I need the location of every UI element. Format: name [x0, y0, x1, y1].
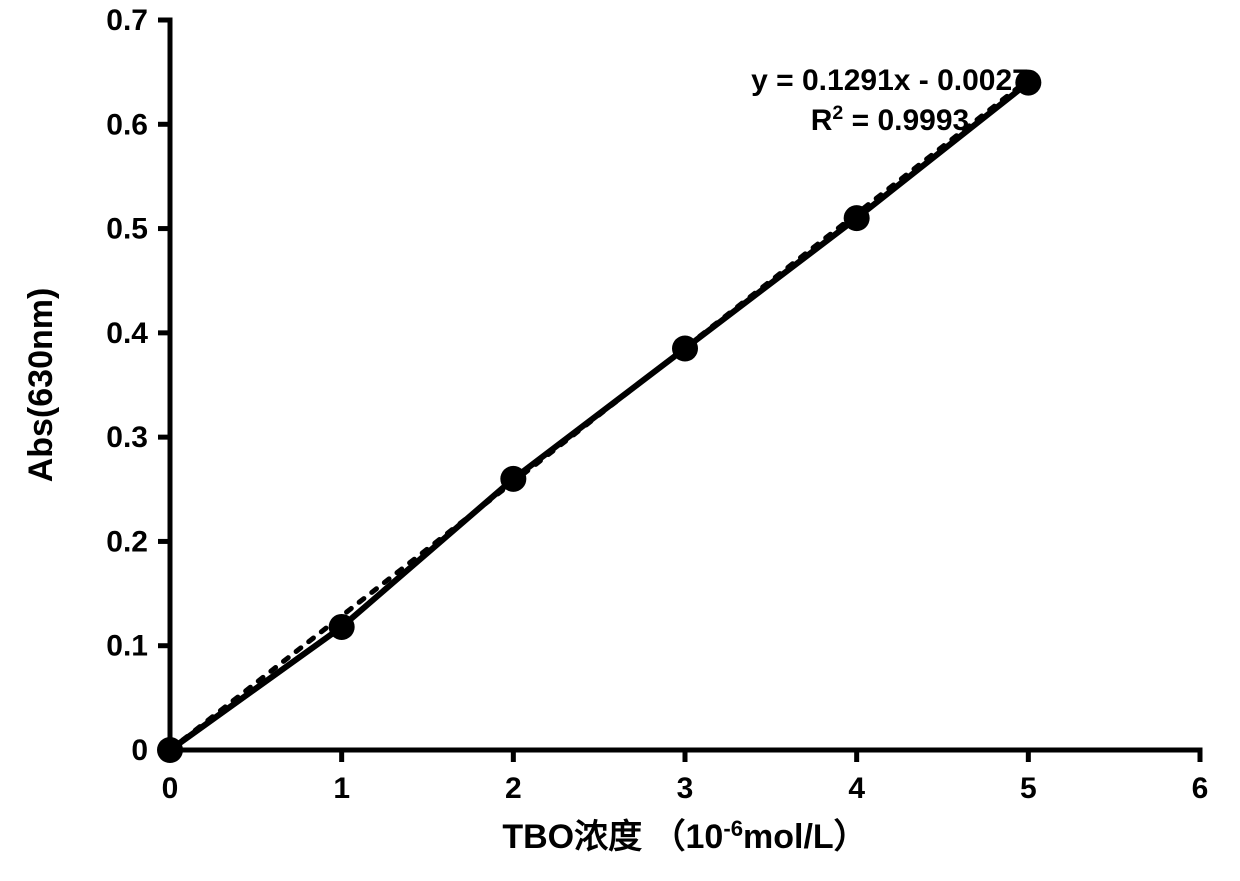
- y-tick-label: 0.3: [106, 421, 148, 454]
- y-tick-label: 0.2: [106, 525, 148, 558]
- y-tick-label: 0.4: [106, 317, 148, 350]
- calibration-chart: 0 1 2 3 4 5 6 0 0.1 0.2 0.3 0.4 0.5 0.6 0.7 TBO浓度 （10-6…: [0, 0, 1240, 881]
- data-marker: [157, 737, 183, 763]
- y-axis-label: Abs(630nm): [22, 288, 60, 483]
- x-tick-label: 5: [1020, 772, 1037, 805]
- chart-container: 0 1 2 3 4 5 6 0 0.1 0.2 0.3 0.4 0.5 0.6 0.7 TBO浓度 （10-6…: [0, 0, 1240, 881]
- x-tick-label: 0: [162, 772, 179, 805]
- equation-line-1: y = 0.1291x - 0.0027: [751, 64, 1029, 97]
- data-marker: [844, 205, 870, 231]
- x-tick-label: 2: [505, 772, 522, 805]
- x-axis-label: TBO浓度 （10-6mol/L）: [502, 816, 867, 857]
- x-tick-label: 3: [677, 772, 694, 805]
- data-marker: [672, 336, 698, 362]
- data-marker: [329, 614, 355, 640]
- x-tick-label: 1: [333, 772, 350, 805]
- x-tick-label: 6: [1192, 772, 1209, 805]
- y-tick-label: 0.1: [106, 630, 148, 663]
- y-tick-label: 0.7: [106, 4, 148, 37]
- data-marker: [500, 466, 526, 492]
- y-tick-label: 0: [131, 734, 148, 767]
- y-tick-label: 0.6: [106, 108, 148, 141]
- x-tick-label: 4: [848, 772, 865, 805]
- y-tick-label: 0.5: [106, 213, 148, 246]
